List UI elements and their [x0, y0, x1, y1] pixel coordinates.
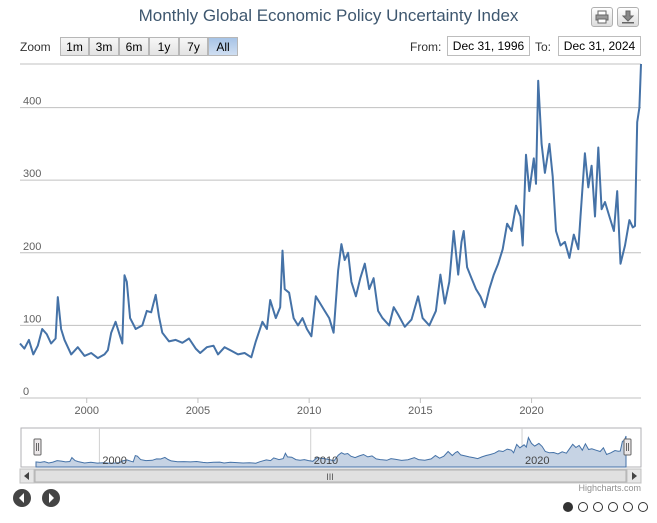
from-label: From:: [410, 40, 442, 54]
y-tick-label: 100: [23, 313, 41, 325]
series-line[interactable]: [19, 63, 642, 360]
pager-dot[interactable]: [593, 502, 603, 512]
range-button-1m[interactable]: 1m: [60, 37, 89, 56]
y-tick-label: 200: [23, 241, 41, 253]
navigator-series: [35, 435, 627, 468]
zoom-label: Zoom: [20, 40, 51, 54]
navigator-x-label: 2010: [314, 455, 338, 467]
navigator-x-label: 2000: [102, 455, 126, 467]
navigator-frame: [20, 427, 642, 468]
scrollbar-left-arrow-icon: [24, 472, 29, 480]
next-button[interactable]: [42, 489, 60, 507]
navigator-handle-left[interactable]: [33, 438, 42, 456]
scrollbar-right-arrow[interactable]: [626, 468, 642, 484]
print-button[interactable]: [591, 7, 613, 27]
y-tick-label: 300: [23, 168, 41, 180]
printer-icon: [595, 10, 609, 24]
navigator-x-label: 2020: [525, 455, 549, 467]
range-button-6m[interactable]: 6m: [119, 37, 149, 56]
chevron-right-icon: [49, 493, 54, 503]
to-label: To:: [535, 40, 552, 54]
y-tick-label: 0: [23, 386, 29, 398]
x-tick-label: 2015: [408, 405, 432, 417]
range-button-3m[interactable]: 3m: [89, 37, 119, 56]
pager-dot[interactable]: [638, 502, 648, 512]
scrollbar-grip: III: [326, 472, 334, 482]
range-button-1y[interactable]: 1y: [149, 37, 179, 56]
to-date-input[interactable]: Dec 31, 2024: [558, 36, 641, 56]
download-icon: [621, 10, 635, 24]
from-date-input[interactable]: Dec 31, 1996: [447, 36, 530, 56]
chart-title: Monthly Global Economic Policy Uncertain…: [138, 6, 519, 25]
range-button-7y[interactable]: 7y: [179, 37, 208, 56]
pager-dot[interactable]: [623, 502, 633, 512]
scrollbar-thumb[interactable]: [34, 469, 627, 483]
x-tick-label: 2005: [186, 405, 210, 417]
scrollbar-track[interactable]: [19, 468, 642, 484]
navigator-handle-right[interactable]: [623, 438, 632, 456]
x-tick-label: 2000: [74, 405, 98, 417]
export-button[interactable]: [617, 7, 639, 27]
scrollbar-right-arrow-icon: [632, 472, 637, 480]
pager-dot[interactable]: [608, 502, 618, 512]
x-tick-label: 2010: [297, 405, 321, 417]
y-tick-label: 400: [23, 96, 41, 108]
range-button-all[interactable]: All: [208, 37, 238, 56]
pager-dot[interactable]: [578, 502, 588, 512]
x-tick-label: 2020: [519, 405, 543, 417]
credits-link[interactable]: Highcharts.com: [578, 483, 641, 493]
chevron-left-icon: [19, 493, 24, 503]
scrollbar-left-arrow[interactable]: [19, 468, 35, 484]
pager-dot[interactable]: [563, 502, 573, 512]
prev-button[interactable]: [13, 489, 31, 507]
